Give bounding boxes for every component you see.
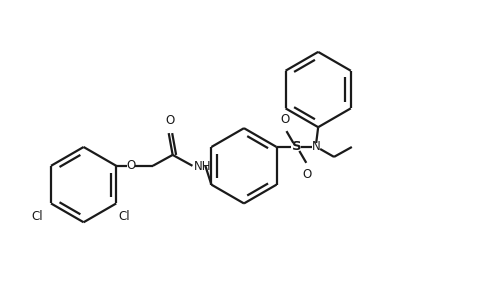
Text: NH: NH xyxy=(193,160,210,173)
Text: Cl: Cl xyxy=(31,210,43,223)
Text: S: S xyxy=(291,140,301,154)
Text: Cl: Cl xyxy=(118,210,130,223)
Text: N: N xyxy=(311,140,320,154)
Text: O: O xyxy=(280,113,290,126)
Text: O: O xyxy=(165,114,174,127)
Text: O: O xyxy=(126,159,135,172)
Text: O: O xyxy=(302,168,311,181)
